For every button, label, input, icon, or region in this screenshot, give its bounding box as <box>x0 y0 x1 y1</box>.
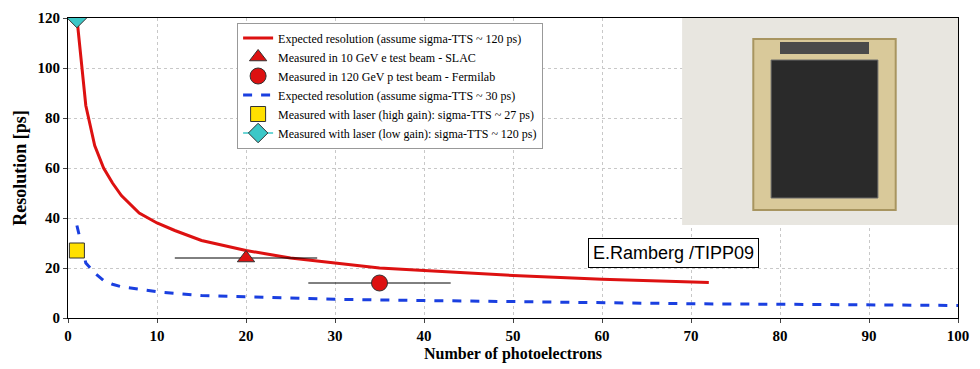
svg-text:30: 30 <box>328 328 343 344</box>
svg-text:60: 60 <box>595 328 610 344</box>
svg-text:Measured in 120 GeV p test bea: Measured in 120 GeV p test beam - Fermil… <box>278 70 495 84</box>
svg-text:60: 60 <box>45 160 60 176</box>
svg-text:20: 20 <box>45 260 60 276</box>
svg-text:80: 80 <box>45 110 60 126</box>
svg-text:10: 10 <box>150 328 165 344</box>
svg-text:90: 90 <box>862 328 877 344</box>
svg-text:80: 80 <box>773 328 788 344</box>
svg-text:Expected resolution (assume si: Expected resolution (assume sigma-TTS ~ … <box>278 89 515 103</box>
svg-text:Measured with laser (low gain): Measured with laser (low gain): sigma-TT… <box>278 127 536 141</box>
svg-text:100: 100 <box>38 60 61 76</box>
svg-text:40: 40 <box>417 328 432 344</box>
svg-text:40: 40 <box>45 210 60 226</box>
svg-text:E.Ramberg /TIPP09: E.Ramberg /TIPP09 <box>593 243 754 263</box>
svg-text:0: 0 <box>53 310 61 326</box>
svg-text:0: 0 <box>64 328 72 344</box>
svg-text:120: 120 <box>38 10 61 26</box>
svg-text:20: 20 <box>239 328 254 344</box>
svg-text:Expected resolution (assume si: Expected resolution (assume sigma-TTS ~ … <box>278 32 521 46</box>
svg-text:100: 100 <box>947 328 970 344</box>
svg-text:Measured in 10 GeV e test beam: Measured in 10 GeV e test beam - SLAC <box>278 51 476 65</box>
svg-text:Measured with laser (high gain: Measured with laser (high gain): sigma-T… <box>278 108 534 122</box>
svg-text:50: 50 <box>506 328 521 344</box>
svg-text:70: 70 <box>684 328 699 344</box>
svg-text:Resolution [ps]: Resolution [ps] <box>10 110 30 226</box>
svg-text:Number of photoelectrons: Number of photoelectrons <box>424 345 602 363</box>
